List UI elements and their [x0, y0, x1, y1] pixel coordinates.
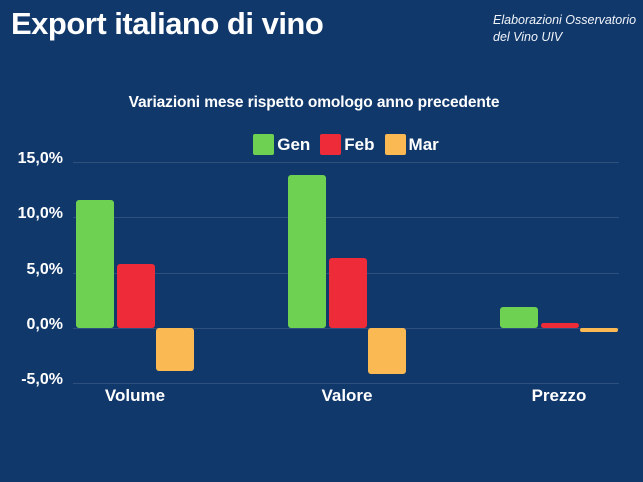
- bar-volume-mar: [156, 327, 194, 371]
- gridline--5: [73, 383, 619, 384]
- legend-swatch-gen: [253, 134, 275, 155]
- page-title: Export italiano di vino: [11, 6, 324, 41]
- legend-swatch-mar: [384, 134, 406, 155]
- bar-prezzo-mar: [580, 327, 618, 333]
- y-tick-label: -5,0%: [21, 371, 63, 388]
- legend-swatch-feb: [320, 134, 342, 155]
- bar-volume-feb: [117, 263, 155, 328]
- legend-label: Gen: [277, 135, 311, 154]
- x-axis-label-volume: Volume: [104, 386, 166, 405]
- bar-valore-feb: [329, 258, 367, 328]
- source-credit: Elaborazioni Osservatorio del Vino UIV: [493, 12, 636, 45]
- y-tick-label: 10,0%: [17, 205, 63, 223]
- bar-valore-gen: [288, 175, 326, 328]
- plot-area: [73, 162, 619, 384]
- bar-volume-gen: [76, 199, 114, 328]
- x-axis-label-prezzo: Prezzo: [531, 386, 587, 405]
- legend-item-gen: Gen: [253, 134, 310, 155]
- legend-item-feb: Feb: [320, 134, 375, 155]
- y-tick-label: 0,0%: [26, 315, 63, 333]
- chart-legend: Gen Feb Mar: [73, 134, 619, 155]
- source-credit-line2: del Vino UIV: [493, 29, 563, 44]
- y-tick-label: 5,0%: [26, 260, 63, 278]
- legend-item-mar: Mar: [384, 134, 439, 155]
- gridline-0: [73, 327, 619, 329]
- y-tick-label: 15,0%: [17, 150, 63, 167]
- legend-label: Feb: [344, 135, 375, 154]
- chart-subtitle: Variazioni mese rispetto omologo anno pr…: [128, 94, 500, 111]
- gridline-15: [73, 162, 619, 163]
- bar-valore-mar: [368, 327, 406, 375]
- x-axis-label-valore: Valore: [321, 386, 373, 405]
- legend-label: Mar: [408, 135, 439, 154]
- bar-prezzo-gen: [500, 306, 538, 328]
- bar-prezzo-feb: [541, 323, 579, 328]
- gridline-10: [73, 217, 619, 219]
- source-credit-line1: Elaborazioni Osservatorio: [493, 13, 637, 27]
